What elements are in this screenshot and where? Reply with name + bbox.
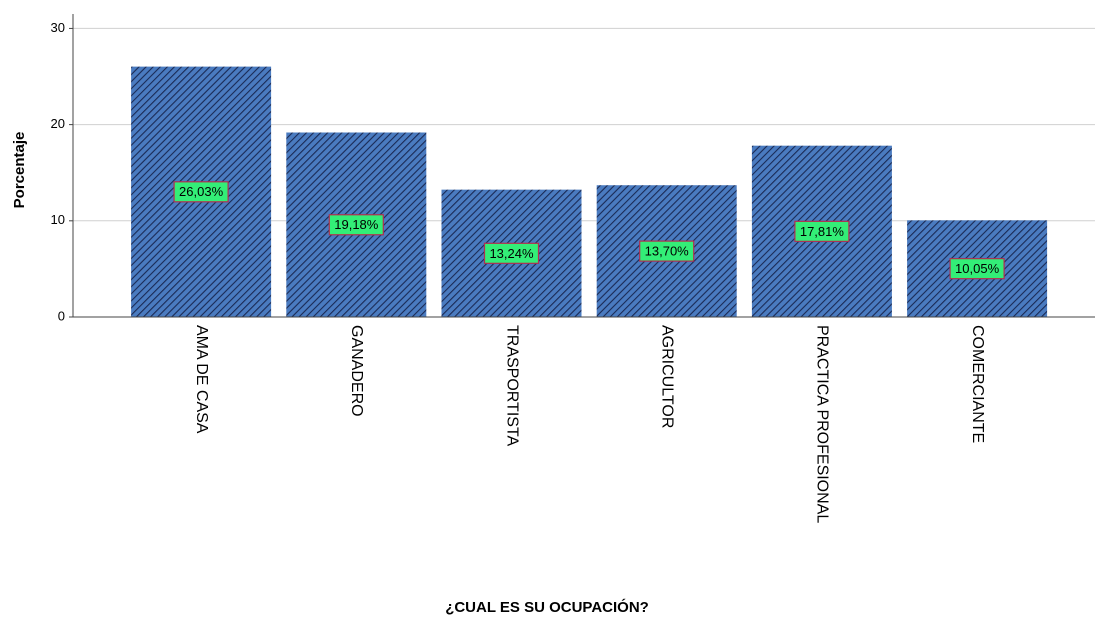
- y-tick-label: 10: [51, 212, 65, 227]
- y-tick-label: 0: [58, 308, 65, 323]
- value-label: 13,24%: [489, 246, 534, 261]
- value-label-box: [173, 181, 229, 203]
- value-label-box: [328, 214, 384, 236]
- value-label: 19,18%: [334, 217, 379, 232]
- y-axis-label: Porcentaje: [11, 132, 28, 209]
- x-tick-label: PRACTICA PROFESIONAL: [814, 325, 831, 523]
- x-tick-label: GANADERO: [348, 325, 365, 417]
- x-tick-label: AMA DE CASA: [193, 325, 210, 434]
- value-label-box: [794, 220, 850, 242]
- x-axis-label: ¿CUAL ES SU OCUPACIÓN?: [445, 598, 649, 616]
- x-tick-label: COMERCIANTE: [969, 325, 986, 443]
- value-label: 26,03%: [179, 184, 224, 199]
- y-tick-label: 20: [51, 116, 65, 131]
- value-label-box: [949, 258, 1005, 280]
- value-label-box: [483, 242, 540, 264]
- y-tick-label: 30: [51, 20, 65, 35]
- x-tick-label: TRASPORTISTA: [503, 325, 520, 447]
- value-label: 10,05%: [955, 261, 1000, 276]
- x-tick-label: AGRICULTOR: [658, 325, 675, 428]
- value-label: 17,81%: [800, 224, 845, 239]
- value-label: 13,70%: [645, 244, 690, 259]
- value-label-box: [639, 240, 695, 262]
